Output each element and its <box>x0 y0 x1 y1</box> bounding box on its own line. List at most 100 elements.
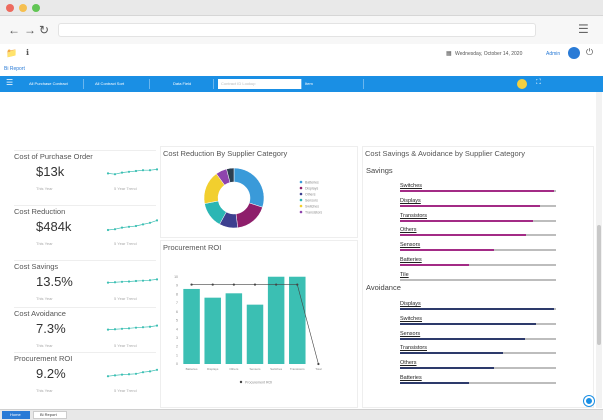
savings-bar-fill[interactable] <box>400 249 494 252</box>
kpi-card[interactable]: Procurement ROI 9.2% This Year 5 Year Trend <box>14 352 158 404</box>
kpi-card[interactable]: Cost Savings 13.5% This Year 5 Year Trend <box>14 260 158 312</box>
kpi-sparkline-line <box>107 220 158 231</box>
roi-bar <box>183 288 200 364</box>
kpi-card[interactable]: Cost of Purchase Order $13k This Year 5 Yea… <box>14 150 158 202</box>
browser-menu-icon[interactable]: ☰ <box>578 22 589 36</box>
avoidance-bar-fill[interactable] <box>400 367 494 370</box>
donut-chart: Batteries Displays Others Sensors Switches Tr… <box>203 167 322 229</box>
savings-bar-label[interactable]: Others <box>400 227 417 234</box>
kpi-sparkline-point <box>120 226 124 229</box>
kpi-sparkline-line <box>107 325 158 330</box>
kpi-sparkline-point <box>127 327 131 330</box>
kpi-sparkline-point <box>113 228 117 231</box>
kpi-sparkline-point <box>127 225 131 228</box>
kpi-sparkline-point <box>148 325 152 328</box>
kpi-this-year-label: This Year <box>36 241 53 246</box>
avoidance-bar-fill[interactable] <box>400 352 503 355</box>
kpi-card[interactable]: Cost Reduction $484k This Year 5 Year Trend <box>14 205 158 257</box>
filter-toolbar: ☰ All Purchase Contract All Contract Sor… <box>0 76 603 92</box>
avoidance-bar-label[interactable]: Others <box>400 360 417 367</box>
info-icon[interactable]: ℹ <box>26 48 30 57</box>
kpi-sparkline-line <box>107 369 158 377</box>
kpi-sparkline-point <box>113 328 117 331</box>
donut-legend-label: Others <box>305 192 316 196</box>
close-window-dot[interactable] <box>6 4 14 12</box>
taskbar: Home Bi Report <box>0 409 603 420</box>
donut-legend-swatch <box>299 204 303 208</box>
roi-bar <box>289 276 306 364</box>
maximize-window-dot[interactable] <box>32 4 40 12</box>
savings-bar-fill[interactable] <box>400 190 555 192</box>
roi-line-point <box>275 283 278 286</box>
forward-arrow-icon[interactable]: → <box>24 23 36 37</box>
roi-line-point <box>296 283 299 286</box>
kpi-value: $13k <box>36 164 65 179</box>
roi-xtick-label: Sensors <box>249 367 261 371</box>
donut-legend-label: Batteries <box>305 180 319 184</box>
savings-bar-fill[interactable] <box>400 234 527 237</box>
avoidance-bar-fill[interactable] <box>400 337 525 340</box>
url-input[interactable] <box>58 23 536 37</box>
avoidance-bar-fill[interactable] <box>400 322 536 325</box>
hamburger-menu-icon[interactable]: ☰ <box>6 78 14 87</box>
kpi-title: Cost Avoidance <box>14 309 66 318</box>
kpi-this-year-label: This Year <box>36 388 53 393</box>
scrollbar-thumb[interactable] <box>597 225 601 345</box>
savings-bar-label[interactable]: Tile <box>400 271 409 278</box>
avoidance-bar-label[interactable]: Displays <box>400 301 421 307</box>
reload-icon[interactable]: ↻ <box>39 23 50 37</box>
power-icon[interactable]: ⏻ <box>586 47 594 57</box>
taskbar-tab-label: Bi Report <box>40 412 57 417</box>
donut-legend-swatch <box>299 186 303 190</box>
avoidance-bar-label[interactable]: Batteries <box>400 375 422 381</box>
avoidance-bar-label[interactable]: Transistors <box>400 345 427 352</box>
roi-panel <box>160 240 358 408</box>
kpi-sparkline-point <box>141 223 145 226</box>
roi-ytick-label: 9 <box>176 284 178 288</box>
kpi-sparkline-point <box>134 169 138 173</box>
kpi-sparkline-point <box>148 221 152 224</box>
donut-slice <box>233 167 265 208</box>
app-header: 📁 ℹ ▦ Wednesday, October 14, 2020 Admin … <box>0 44 603 66</box>
roi-ytick-label: 0 <box>176 362 178 366</box>
savings-bar-fill[interactable] <box>400 204 541 207</box>
user-label[interactable]: Admin <box>546 51 561 57</box>
filter-contract-lookup[interactable]: Contract ID Lookup <box>218 79 302 89</box>
filter-purchase-contract[interactable]: All Purchase Contract <box>26 79 84 89</box>
avoidance-bar-track <box>400 382 556 384</box>
taskbar-tab[interactable] <box>33 411 67 419</box>
notification-dot[interactable] <box>517 79 527 89</box>
avoidance-bar-label[interactable]: Switches <box>400 315 423 322</box>
savings-bar-label[interactable]: Transistors <box>400 212 427 219</box>
savings-bar-label[interactable]: Displays <box>400 197 421 204</box>
kpi-card[interactable]: Cost Avoidance 7.3% This Year 5 Year Trend <box>14 307 158 359</box>
savings-bar-fill[interactable] <box>400 219 533 222</box>
brand-label[interactable]: Bi Report <box>4 66 25 72</box>
kpi-sparkline-point <box>113 374 117 377</box>
filter-data-field[interactable]: Data Field <box>170 79 214 89</box>
user-avatar-icon[interactable] <box>568 47 580 59</box>
savings-bar-label[interactable]: Sensors <box>400 242 421 249</box>
folder-icon[interactable]: 📁 <box>6 48 18 58</box>
savings-bar-label[interactable]: Batteries <box>400 257 422 263</box>
start-button[interactable] <box>2 411 30 419</box>
avoidance-bar-fill[interactable] <box>400 308 555 310</box>
avoidance-bar-label[interactable]: Sensors <box>400 330 421 337</box>
back-arrow-icon[interactable]: ← <box>8 23 20 37</box>
filter-item[interactable]: Item <box>302 79 364 89</box>
roi-ytick-label: 8 <box>176 292 178 296</box>
minimize-window-dot[interactable] <box>19 4 27 12</box>
savings-bar-label[interactable]: Switches <box>400 183 423 189</box>
roi-legend-swatch <box>239 380 243 384</box>
kpi-sparkline <box>106 324 158 331</box>
fullscreen-icon[interactable]: ⛶ <box>536 79 541 86</box>
kpi-sparkline-line <box>107 279 158 283</box>
filter-contract-sort[interactable]: All Contract Sort <box>92 79 150 89</box>
avoidance-bar-fill[interactable] <box>400 382 469 384</box>
roi-bar <box>246 304 264 364</box>
kpi-sparkline-point <box>134 326 138 329</box>
chat-bubble-icon[interactable] <box>584 396 594 406</box>
kpi-sparkline-point <box>127 373 131 376</box>
savings-bar-fill[interactable] <box>400 264 469 266</box>
roi-ytick-label: 6 <box>176 310 178 314</box>
